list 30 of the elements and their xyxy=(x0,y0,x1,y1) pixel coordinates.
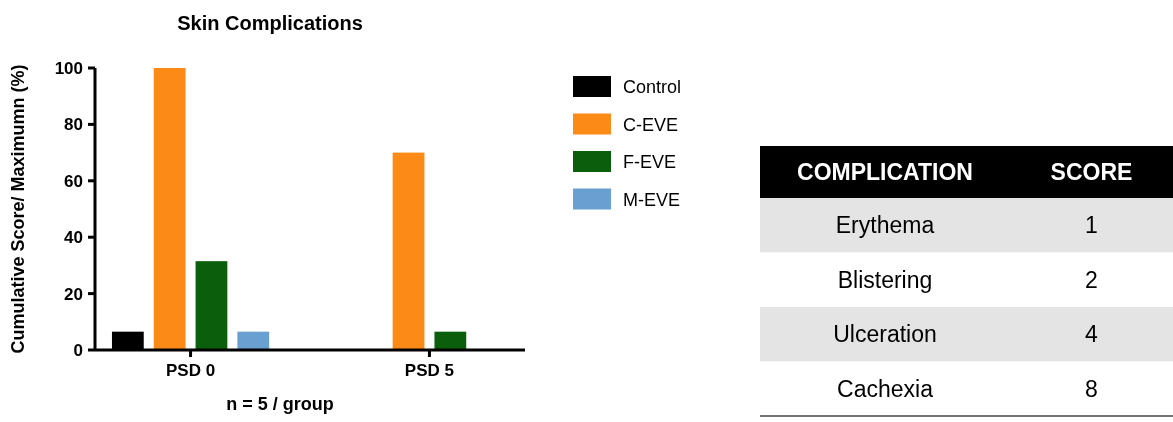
y-tick-label: 40 xyxy=(64,228,83,248)
text: COMPLICATION xyxy=(797,159,973,186)
legend-label: C-EVE xyxy=(623,114,679,135)
text: 1 xyxy=(1085,212,1098,239)
text: Ulceration xyxy=(833,321,937,348)
x-tick-label: PSD 5 xyxy=(404,361,455,380)
y-tick-label: 20 xyxy=(64,284,83,304)
bar xyxy=(392,152,425,350)
text: 8 xyxy=(1085,375,1098,402)
legend-label: M-EVE xyxy=(623,189,681,210)
text: Cachexia xyxy=(837,375,934,402)
text: 2 xyxy=(1085,266,1098,293)
y-tick-label: 80 xyxy=(64,115,83,135)
y-tick-label: 60 xyxy=(64,171,83,191)
bar xyxy=(153,68,186,350)
y-tick-label: 100 xyxy=(54,58,83,78)
text: Erythema xyxy=(835,212,935,239)
bar xyxy=(434,331,467,350)
text: 4 xyxy=(1085,321,1099,348)
y-axis-title: Cumulative Score/ Maximumn (%) xyxy=(8,64,28,354)
chart-title: Skin Complications xyxy=(177,12,363,34)
x-tick-label: PSD 0 xyxy=(165,361,216,380)
text: Blistering xyxy=(837,266,933,293)
text: SCORE xyxy=(1050,159,1133,186)
x-axis-title: n = 5 / group xyxy=(226,394,334,414)
legend-label: F-EVE xyxy=(623,152,677,173)
legend-label: Control xyxy=(623,77,682,98)
y-tick-label: 0 xyxy=(73,340,83,360)
bar xyxy=(195,261,228,350)
bar xyxy=(237,331,270,350)
